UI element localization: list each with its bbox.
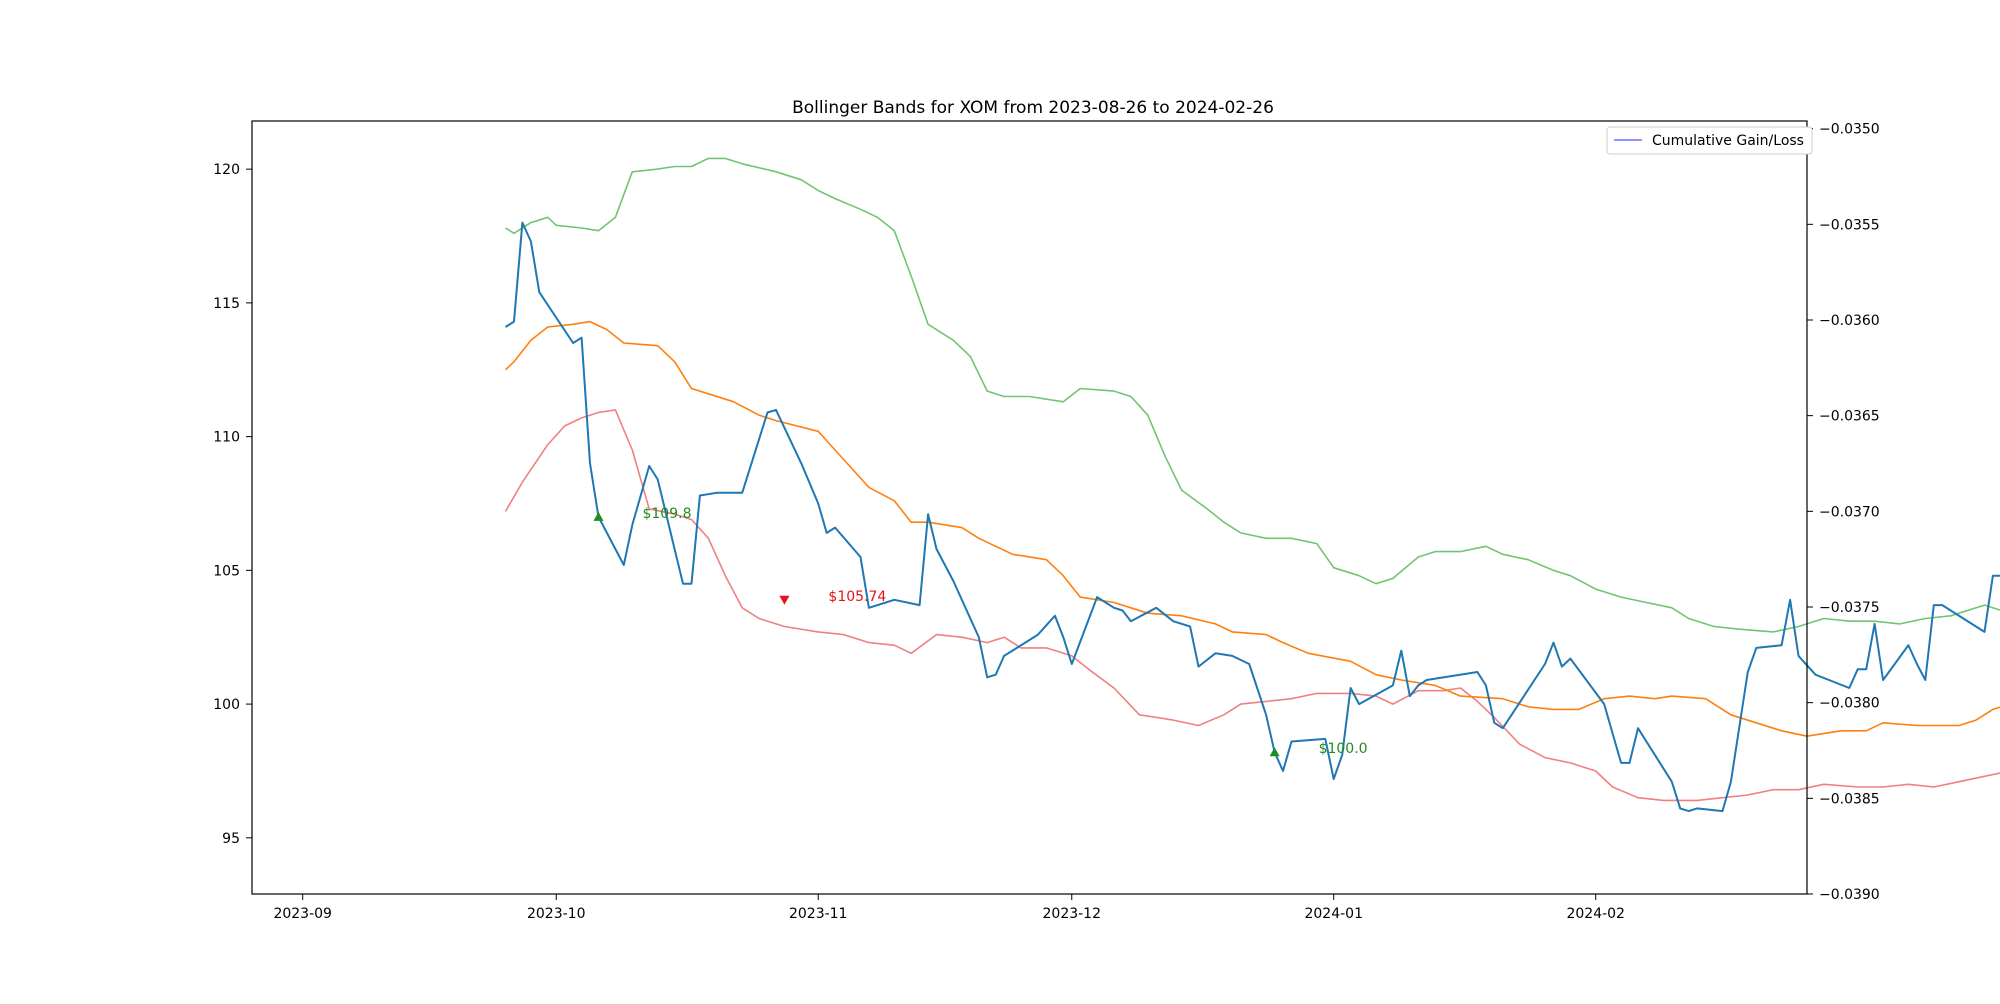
legend-label-cumulative: Cumulative Gain/Loss [1652, 133, 1804, 149]
sell-price-label: $105.74 [828, 589, 886, 605]
buy-price-label: $109.8 [642, 506, 691, 522]
y-tick-label: 110 [213, 430, 240, 446]
y2-tick-label: −0.0380 [1819, 696, 1880, 712]
axes-layer: 2023-09 2023-10 2023-11 2023-12 2024-01 2024-… [213, 121, 1879, 922]
chart-title: Bollinger Bands for XOM from 2023-08-26 … [792, 98, 1274, 118]
plot-frame [252, 121, 1807, 894]
x-tick-label: 2024-02 [1566, 906, 1625, 922]
x-tick-label: 2023-12 [1043, 906, 1102, 922]
upper-band-line [506, 158, 2000, 632]
y-tick-label: 115 [213, 296, 240, 312]
y2-tick-label: −0.0355 [1819, 217, 1880, 233]
y2-tick-label: −0.0375 [1819, 600, 1880, 616]
price-line [506, 223, 2000, 812]
y2-tick-label: −0.0365 [1819, 409, 1880, 425]
y2-tick-label: −0.0390 [1819, 887, 1880, 903]
buy-marker [1270, 747, 1280, 756]
y-tick-label: 120 [213, 162, 240, 178]
x-tick-label: 2024-01 [1304, 906, 1363, 922]
y2-tick-label: −0.0370 [1819, 504, 1880, 520]
x-tick-label: 2023-11 [789, 906, 848, 922]
y-tick-label: 100 [213, 697, 240, 713]
lower-band-line [506, 410, 2000, 859]
y2-tick-label: −0.0360 [1819, 313, 1880, 329]
y2-tick-label: −0.0385 [1819, 791, 1880, 807]
y-tick-label: 105 [213, 563, 240, 579]
x-tick-label: 2023-09 [273, 906, 332, 922]
sell-marker [779, 596, 789, 605]
y-tick-label: 95 [222, 831, 240, 847]
legend: Cumulative Gain/Loss [1607, 127, 1812, 154]
buy-marker [593, 512, 603, 521]
x-tick-label: 2023-10 [527, 906, 586, 922]
y2-tick-label: −0.0350 [1819, 122, 1880, 138]
buy-price-label: $100.0 [1319, 741, 1368, 757]
plot-layer: $109.8 $105.74 $100.0 [506, 158, 2000, 859]
